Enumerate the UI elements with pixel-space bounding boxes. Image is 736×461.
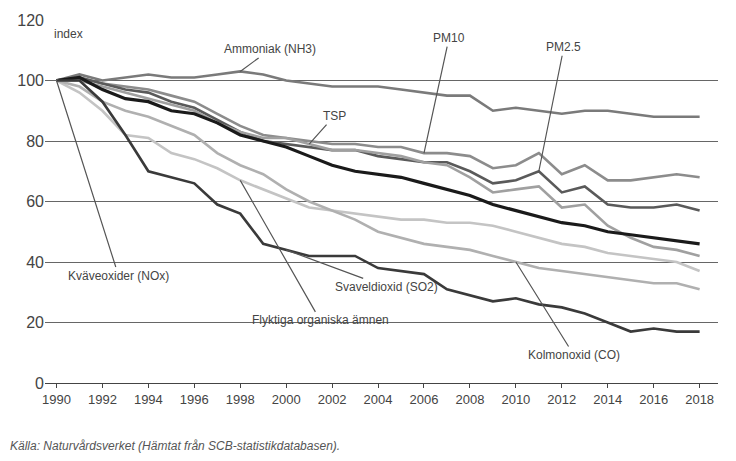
svg-text:Källa: Naturvårdsverket (Hämta: Källa: Naturvårdsverket (Hämtat från SCB… xyxy=(10,439,340,453)
svg-text:Kväveoxider (NOx): Kväveoxider (NOx) xyxy=(68,269,169,283)
svg-text:1994: 1994 xyxy=(134,392,163,407)
svg-text:2008: 2008 xyxy=(455,392,484,407)
svg-text:TSP: TSP xyxy=(323,109,346,123)
svg-text:PM2.5: PM2.5 xyxy=(546,40,581,54)
svg-text:Kolmonoxid (CO): Kolmonoxid (CO) xyxy=(528,348,620,362)
svg-text:80: 80 xyxy=(26,133,44,150)
svg-text:Ammoniak (NH3): Ammoniak (NH3) xyxy=(224,42,316,56)
svg-text:2004: 2004 xyxy=(364,392,393,407)
svg-text:Flyktiga organiska ämnen: Flyktiga organiska ämnen xyxy=(252,313,389,327)
svg-text:100: 100 xyxy=(17,72,44,89)
svg-text:1990: 1990 xyxy=(42,392,71,407)
svg-text:2012: 2012 xyxy=(547,392,576,407)
svg-text:40: 40 xyxy=(26,254,44,271)
svg-text:2016: 2016 xyxy=(639,392,668,407)
svg-text:0: 0 xyxy=(35,375,44,392)
svg-text:1998: 1998 xyxy=(226,392,255,407)
svg-text:2018: 2018 xyxy=(685,392,714,407)
svg-text:2000: 2000 xyxy=(272,392,301,407)
svg-text:Svaveldioxid (SO2): Svaveldioxid (SO2) xyxy=(335,280,438,294)
svg-text:60: 60 xyxy=(26,193,44,210)
svg-text:1996: 1996 xyxy=(180,392,209,407)
svg-text:2002: 2002 xyxy=(318,392,347,407)
svg-text:2014: 2014 xyxy=(593,392,622,407)
svg-text:2006: 2006 xyxy=(410,392,439,407)
svg-text:index: index xyxy=(54,27,83,41)
svg-text:PM10: PM10 xyxy=(433,31,465,45)
svg-text:2010: 2010 xyxy=(501,392,530,407)
svg-text:120: 120 xyxy=(17,12,44,29)
svg-text:1992: 1992 xyxy=(88,392,117,407)
svg-text:20: 20 xyxy=(26,314,44,331)
